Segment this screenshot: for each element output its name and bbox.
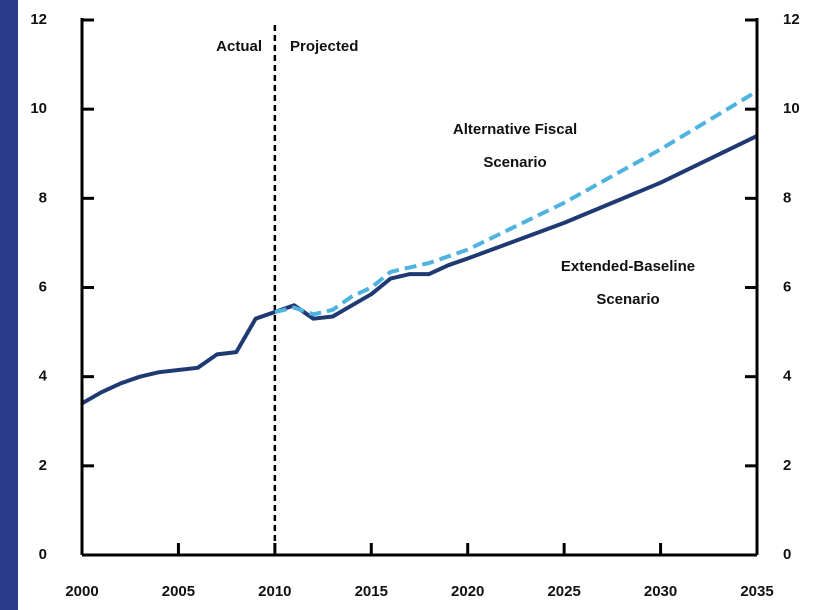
y-tick-label: 4 bbox=[39, 368, 48, 385]
annotation: Actual bbox=[216, 38, 262, 55]
annotation: Scenario bbox=[483, 154, 546, 171]
series-line bbox=[81, 134, 758, 406]
side-strip bbox=[0, 0, 18, 610]
y-tick-label: 0 bbox=[39, 546, 47, 563]
annotation: Projected bbox=[290, 38, 358, 55]
y-tick-label: 2 bbox=[39, 457, 47, 474]
y-tick-label: 12 bbox=[30, 11, 47, 28]
x-tick-label: 2000 bbox=[65, 583, 98, 600]
y2-tick-label: 10 bbox=[783, 100, 800, 117]
y2-tick-label: 4 bbox=[783, 368, 792, 385]
y2-tick-label: 8 bbox=[783, 189, 791, 206]
x-tick-label: 2010 bbox=[258, 583, 291, 600]
y-tick-label: 6 bbox=[39, 278, 47, 295]
y2-tick-label: 6 bbox=[783, 278, 791, 295]
x-tick-label: 2005 bbox=[162, 583, 195, 600]
y2-tick-label: 2 bbox=[783, 457, 791, 474]
x-tick-label: 2030 bbox=[644, 583, 677, 600]
x-tick-label: 2025 bbox=[547, 583, 580, 600]
y-tick-label: 10 bbox=[30, 100, 47, 117]
annotation: Extended-Baseline bbox=[561, 258, 695, 275]
x-tick-label: 2020 bbox=[451, 583, 484, 600]
y-tick-label: 8 bbox=[39, 189, 47, 206]
series-line bbox=[274, 89, 759, 317]
annotation: Alternative Fiscal bbox=[453, 121, 577, 138]
annotation: Scenario bbox=[596, 291, 659, 308]
x-tick-label: 2015 bbox=[355, 583, 388, 600]
y2-tick-label: 12 bbox=[783, 11, 800, 28]
x-tick-label: 2035 bbox=[740, 583, 773, 600]
y2-tick-label: 0 bbox=[783, 546, 791, 563]
